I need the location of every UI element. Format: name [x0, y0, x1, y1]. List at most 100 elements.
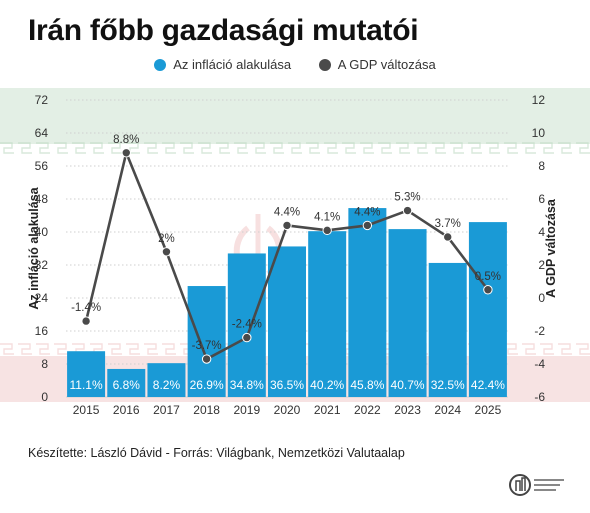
- pattern-glyph: [360, 142, 374, 154]
- pattern-glyph: [54, 343, 68, 355]
- pattern-glyph: [342, 142, 356, 154]
- pattern-glyph: [54, 142, 68, 154]
- pattern-glyph: [378, 142, 392, 154]
- bar-value-label: 8.2%: [153, 378, 181, 392]
- left-axis-tick-label: 8: [41, 357, 48, 371]
- gdp-point-2018: [201, 354, 212, 364]
- bar-inflation-2015: [67, 351, 106, 397]
- bar-value-label: 40.7%: [391, 378, 425, 392]
- chart-title: Irán főbb gazdasági mutatói: [28, 14, 419, 47]
- pattern-glyph: [252, 142, 266, 154]
- left-axis-tick-label: 72: [35, 93, 49, 107]
- gdp-value-label: 0.5%: [475, 271, 501, 283]
- gdp-value-label: 2%: [158, 233, 175, 245]
- bar-inflation-2019: [227, 253, 266, 397]
- bar-inflation-2020: [268, 246, 306, 397]
- pattern-glyph: [108, 142, 122, 154]
- gdp-point-2020: [282, 220, 292, 231]
- right-axis-tick-label: 0: [538, 291, 545, 305]
- publisher-logo: [509, 474, 564, 496]
- bar-value-label: 40.2%: [310, 378, 344, 392]
- gdp-point-2021: [322, 225, 332, 236]
- pattern-glyph: [540, 142, 554, 154]
- right-axis-tick-label: -6: [534, 390, 545, 404]
- source-credit: Készítette: László Dávid - Forrás: Világ…: [28, 446, 405, 460]
- pattern-glyph: [162, 343, 176, 355]
- gdp-point-2023: [402, 205, 413, 216]
- legend-swatch-inflation: [154, 58, 167, 71]
- pattern-glyph: [144, 343, 158, 355]
- legend-item-gdp: A GDP változása: [318, 57, 436, 72]
- left-axis-tick-label: 64: [35, 126, 49, 140]
- bar-value-label: 42.4%: [471, 378, 505, 392]
- pattern-glyph: [180, 142, 194, 154]
- legend-swatch-gdp: [318, 58, 331, 71]
- gdp-point-2016: [121, 148, 131, 158]
- bar-inflation-2018: [187, 286, 226, 397]
- pattern-glyph: [216, 142, 230, 154]
- gdp-point-2015: [81, 316, 91, 326]
- x-axis-tick-label: 2017: [153, 403, 180, 417]
- legend: Az infláció alakulása A GDP változása: [0, 57, 590, 74]
- bar-value-label: 34.8%: [230, 378, 264, 392]
- right-axis-tick-label: 6: [538, 192, 545, 206]
- pattern-glyph: [18, 343, 32, 355]
- left-axis-title: Az infláció alakulása: [27, 186, 41, 309]
- pattern-glyph: [108, 343, 122, 355]
- pattern-glyph: [522, 142, 536, 154]
- left-axis-tick-label: 24: [35, 291, 49, 305]
- right-axis-tick-label: 10: [532, 126, 546, 140]
- pattern-glyph: [0, 142, 14, 154]
- gdp-point-2025: [483, 285, 493, 295]
- legend-label-gdp: A GDP változása: [337, 57, 436, 72]
- legend-item-inflation: Az infláció alakulása: [154, 57, 291, 72]
- left-axis-tick-label: 56: [35, 159, 49, 173]
- left-axis-tick-label: 0: [41, 390, 48, 404]
- x-axis-tick-label: 2019: [233, 403, 260, 417]
- bar-value-label: 6.8%: [113, 378, 141, 392]
- right-axis-title: A GDP változása: [544, 198, 558, 298]
- pattern-glyph: [522, 343, 536, 355]
- pattern-glyph: [504, 142, 518, 154]
- right-axis-tick-label: -4: [534, 357, 545, 371]
- pattern-glyph: [558, 343, 572, 355]
- pattern-glyph: [198, 142, 212, 154]
- bar-value-label: 36.5%: [270, 378, 304, 392]
- gdp-value-label: -2.4%: [232, 319, 262, 331]
- pattern-glyph: [72, 142, 86, 154]
- pattern-glyph: [558, 142, 572, 154]
- gdp-point-2019: [242, 332, 252, 343]
- pattern-glyph: [18, 142, 32, 154]
- x-axis-tick-label: 2015: [73, 403, 100, 417]
- left-axis-tick-label: 32: [35, 258, 49, 272]
- pattern-glyph: [540, 343, 554, 355]
- pattern-glyph: [36, 142, 50, 154]
- pattern-glyph: [486, 142, 500, 154]
- right-axis-tick-label: 8: [538, 159, 545, 173]
- gdp-value-label: 4.4%: [274, 206, 300, 218]
- pattern-glyph: [306, 142, 320, 154]
- pattern-glyph: [324, 142, 338, 154]
- gdp-value-label: -1.4%: [71, 302, 101, 314]
- bar-value-label: 45.8%: [350, 378, 384, 392]
- x-axis-tick-label: 2022: [354, 403, 381, 417]
- left-axis-tick-label: 48: [35, 192, 49, 206]
- right-axis-tick-label: 12: [532, 93, 546, 107]
- bar-inflation-2016: [107, 368, 146, 397]
- pattern-glyph: [576, 343, 590, 355]
- gdp-value-label: -3.7%: [192, 340, 222, 352]
- gdp-value-label: 3.7%: [435, 218, 461, 230]
- bar-value-label: 26.9%: [190, 378, 224, 392]
- pattern-glyph: [288, 142, 302, 154]
- pattern-glyph: [270, 142, 284, 154]
- flag-band-green: [0, 88, 590, 144]
- pattern-glyph: [432, 142, 446, 154]
- bar-value-label: 32.5%: [431, 378, 465, 392]
- gdp-value-label: 8.8%: [113, 134, 139, 146]
- x-axis-tick-label: 2023: [394, 403, 421, 417]
- pattern-glyph: [234, 142, 248, 154]
- pattern-glyph: [36, 343, 50, 355]
- gdp-value-label: 4.4%: [354, 206, 380, 218]
